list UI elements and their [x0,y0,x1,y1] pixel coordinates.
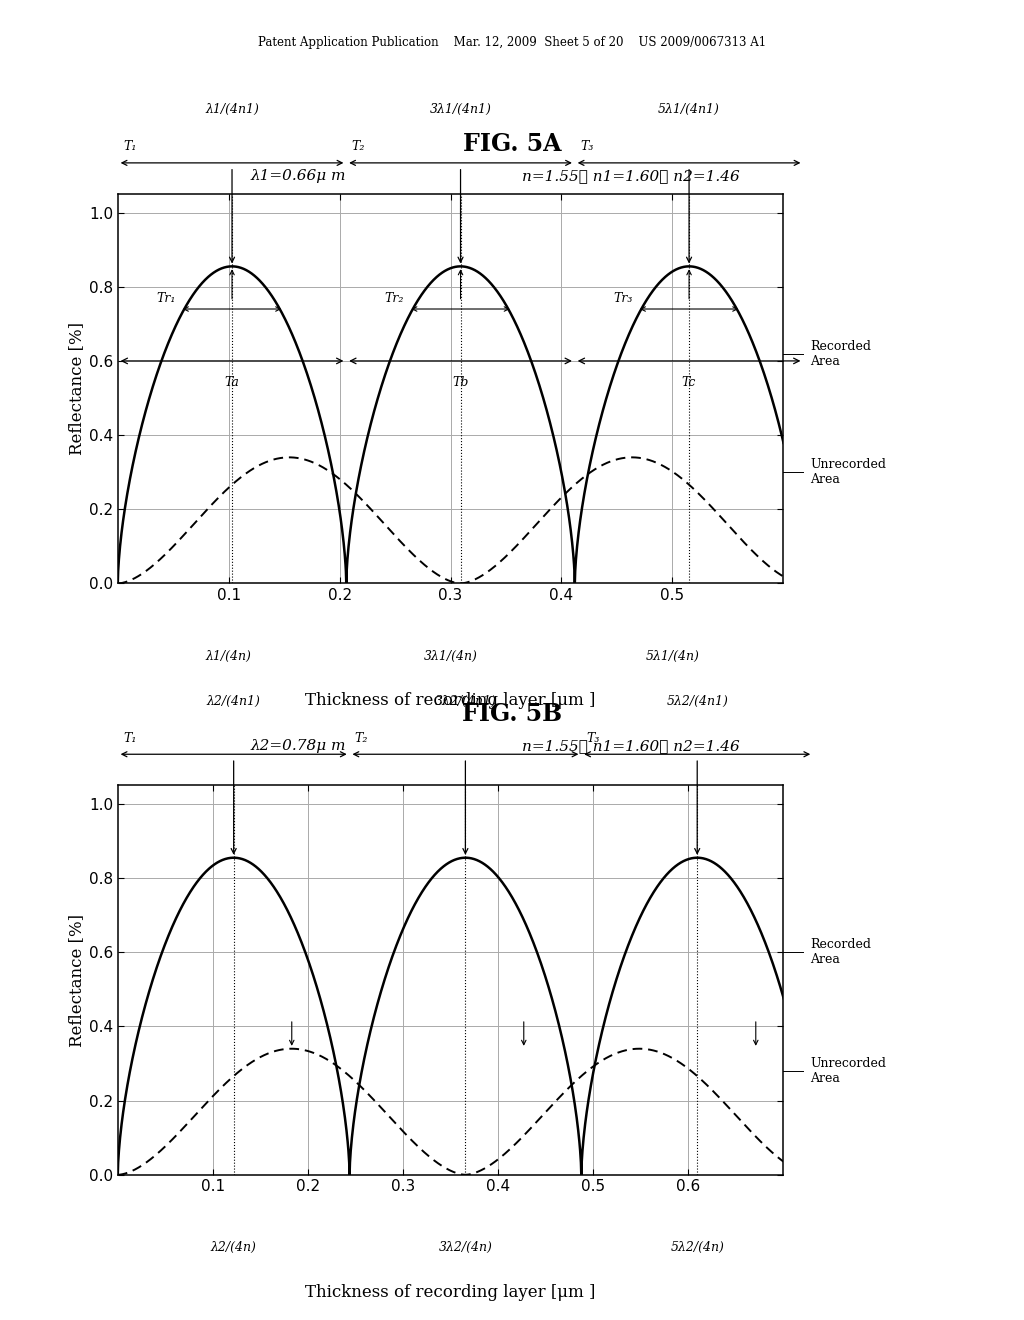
Text: 5λ2/(4n): 5λ2/(4n) [671,1241,724,1254]
Y-axis label: Reflectance [%]: Reflectance [%] [69,322,85,455]
Text: n=1.55、 n1=1.60、 n2=1.46: n=1.55、 n1=1.60、 n2=1.46 [522,169,740,183]
Text: FIG. 5A: FIG. 5A [463,132,561,156]
Text: λ1/(4n): λ1/(4n) [206,649,252,663]
Text: Unrecorded
Area: Unrecorded Area [810,1057,886,1085]
Text: λ2/(4n): λ2/(4n) [211,1241,257,1254]
Text: Tb: Tb [453,376,469,389]
Text: Ta: Ta [224,376,240,389]
Text: T₂: T₂ [351,140,365,153]
Text: λ2=0.78μ m: λ2=0.78μ m [251,739,346,754]
Text: 3λ2/(4n1): 3λ2/(4n1) [434,694,497,708]
Text: Unrecorded
Area: Unrecorded Area [810,458,886,486]
Text: λ2/(4n1): λ2/(4n1) [207,694,260,708]
Text: 3λ1/(4n1): 3λ1/(4n1) [430,103,492,116]
Text: T₂: T₂ [355,731,369,744]
Text: Recorded
Area: Recorded Area [810,939,871,966]
Text: T₁: T₁ [123,140,136,153]
Text: 5λ2/(4n1): 5λ2/(4n1) [667,694,728,708]
Text: Tr₃: Tr₃ [613,292,633,305]
Text: λ1=0.66μ m: λ1=0.66μ m [251,169,346,183]
Text: Tr₂: Tr₂ [385,292,403,305]
Text: Tc: Tc [682,376,696,389]
Text: T₁: T₁ [123,731,136,744]
Text: Thickness of recording layer [μm ]: Thickness of recording layer [μm ] [305,693,596,709]
Text: Thickness of recording layer [μm ]: Thickness of recording layer [μm ] [305,1284,596,1300]
Y-axis label: Reflectance [%]: Reflectance [%] [69,913,85,1047]
Text: 5λ1/(4n): 5λ1/(4n) [645,649,699,663]
Text: 3λ2/(4n): 3λ2/(4n) [438,1241,493,1254]
Text: Recorded
Area: Recorded Area [810,339,871,367]
Text: T₃: T₃ [581,140,594,153]
Text: n=1.55、 n1=1.60、 n2=1.46: n=1.55、 n1=1.60、 n2=1.46 [522,739,740,754]
Text: FIG. 5B: FIG. 5B [462,702,562,726]
Text: 5λ1/(4n1): 5λ1/(4n1) [658,103,720,116]
Text: Tr₁: Tr₁ [156,292,175,305]
Text: λ1/(4n1): λ1/(4n1) [205,103,259,116]
Text: Patent Application Publication    Mar. 12, 2009  Sheet 5 of 20    US 2009/006731: Patent Application Publication Mar. 12, … [258,36,766,49]
Text: T₃: T₃ [587,731,600,744]
Text: 3λ1/(4n): 3λ1/(4n) [424,649,477,663]
